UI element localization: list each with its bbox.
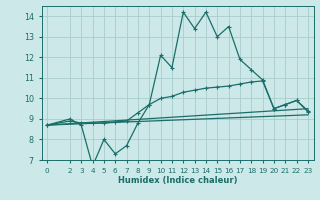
X-axis label: Humidex (Indice chaleur): Humidex (Indice chaleur) bbox=[118, 176, 237, 185]
